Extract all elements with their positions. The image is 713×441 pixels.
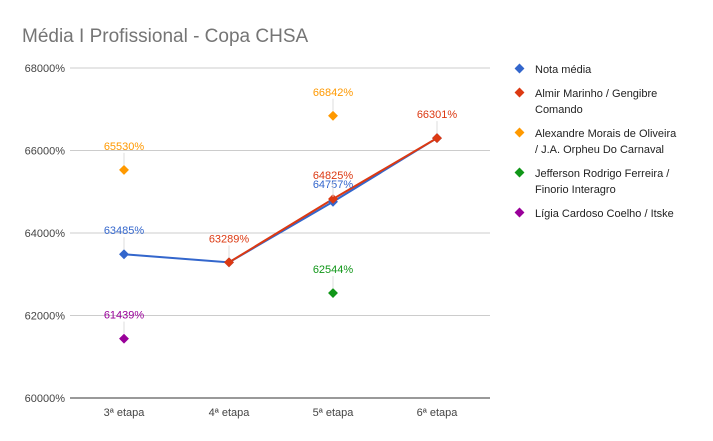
x-tick-label: 6ª etapa	[417, 407, 459, 419]
data-point[interactable]	[432, 133, 442, 144]
legend-label: Lígia Cardoso Coelho / Itske	[535, 208, 674, 220]
data-point[interactable]	[119, 164, 129, 175]
data-label: 62544%	[313, 264, 354, 276]
legend-marker	[514, 63, 525, 74]
data-point[interactable]	[328, 194, 338, 204]
data-label: 64825%	[313, 170, 354, 182]
legend-item[interactable]: Alexandre Morais de Oliveira / J.A. Orphe…	[514, 127, 678, 156]
legend-item[interactable]: Almir Marinho / Gengibre Comando	[514, 87, 658, 116]
x-tick-label: 3ª etapa	[104, 407, 146, 419]
series-line	[123, 137, 438, 264]
legend-label: Finorio Interagro	[535, 184, 616, 196]
legend-label: Alexandre Morais de Oliveira	[535, 128, 677, 140]
data-label: 66842%	[313, 87, 354, 99]
legend-marker	[514, 207, 525, 218]
y-tick-label: 68000%	[25, 63, 66, 75]
data-point[interactable]	[224, 257, 234, 268]
legend-marker	[514, 87, 525, 98]
y-tick-label: 62000%	[25, 311, 66, 323]
data-label: 61439%	[104, 310, 145, 322]
data-point[interactable]	[119, 249, 129, 260]
legend-label: Almir Marinho / Gengibre	[535, 88, 657, 100]
legend-label: Jefferson Rodrigo Ferreira /	[535, 168, 670, 180]
legend-item[interactable]: Lígia Cardoso Coelho / Itske	[514, 207, 674, 220]
y-tick-label: 66000%	[25, 146, 66, 158]
legend-item[interactable]: Nota média	[514, 63, 593, 76]
legend-marker	[514, 167, 525, 178]
chart-title: Média I Profissional - Copa CHSA	[22, 26, 308, 47]
data-label: 66301%	[417, 109, 458, 121]
x-tick-label: 5ª etapa	[313, 407, 355, 419]
data-point[interactable]	[328, 288, 338, 299]
x-tick-label: 4ª etapa	[209, 407, 251, 419]
data-point[interactable]	[119, 333, 129, 344]
legend-label: Nota média	[535, 64, 592, 76]
legend-label: / J.A. Orpheu Do Carnaval	[535, 144, 664, 156]
y-tick-label: 60000%	[25, 393, 66, 405]
legend-label: Comando	[535, 104, 583, 116]
data-label: 63289%	[209, 233, 250, 245]
y-tick-label: 64000%	[25, 228, 66, 240]
legend-marker	[514, 127, 525, 138]
data-label: 63485%	[104, 225, 145, 237]
data-label: 65530%	[104, 141, 145, 153]
legend-item[interactable]: Jefferson Rodrigo Ferreira / Finorio Inte…	[514, 167, 671, 196]
data-point[interactable]	[328, 110, 338, 121]
